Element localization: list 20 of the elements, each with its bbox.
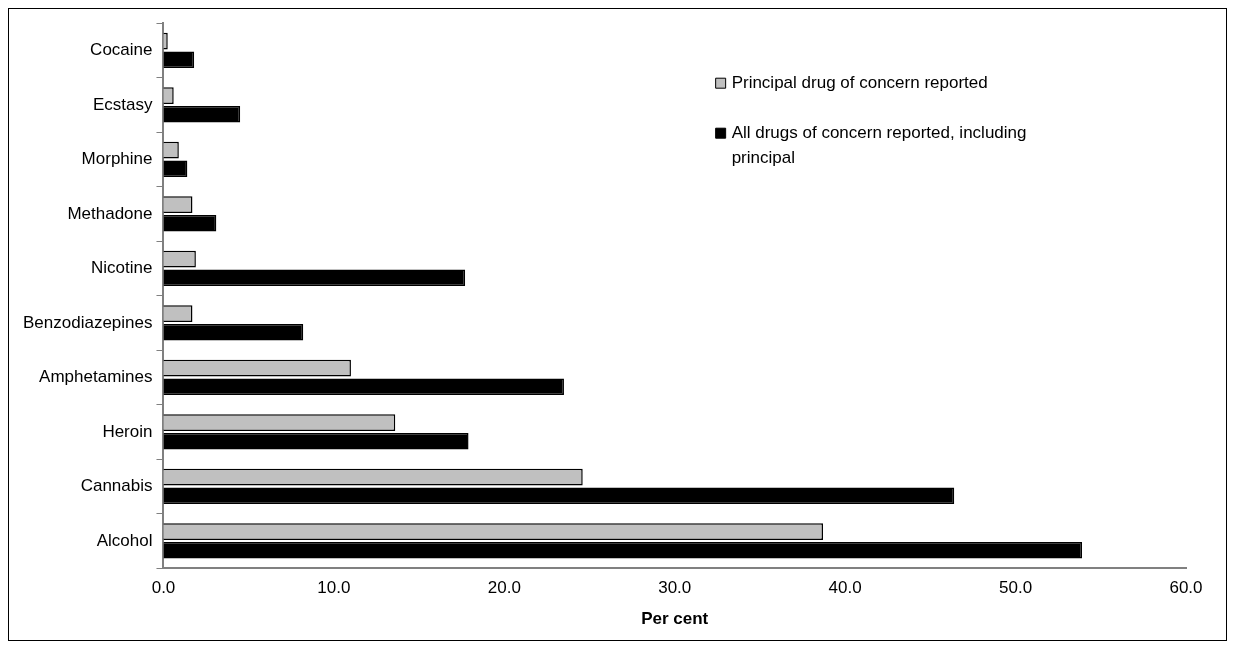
x-axis-title: Per cent bbox=[641, 609, 709, 629]
x-tick-label: 10.0 bbox=[317, 578, 351, 598]
x-tick-label: 50.0 bbox=[999, 578, 1033, 598]
y-tick-label: Alcohol bbox=[96, 530, 153, 550]
y-tick-label: Amphetamines bbox=[39, 367, 153, 387]
y-tick-label: Benzodiazepines bbox=[23, 312, 153, 332]
x-tick-label: 20.0 bbox=[487, 578, 521, 598]
x-tick-label: 30.0 bbox=[658, 578, 692, 598]
y-tick-label: Cannabis bbox=[80, 476, 153, 496]
y-tick-label: Ecstasy bbox=[92, 94, 153, 114]
legend-label: Principal drug of concern reported bbox=[731, 72, 988, 92]
x-tick-label: 60.0 bbox=[1169, 578, 1203, 598]
y-tick-label: Morphine bbox=[81, 149, 153, 169]
x-tick-label: 40.0 bbox=[828, 578, 862, 598]
y-tick-label: Methadone bbox=[67, 203, 153, 223]
y-tick-label: Nicotine bbox=[91, 258, 153, 278]
x-tick-label: 0.0 bbox=[151, 578, 176, 598]
y-tick-label: Heroin bbox=[102, 421, 153, 441]
legend-label: All drugs of concern reported, including principal bbox=[731, 122, 1027, 167]
y-tick-label: Cocaine bbox=[90, 40, 153, 60]
